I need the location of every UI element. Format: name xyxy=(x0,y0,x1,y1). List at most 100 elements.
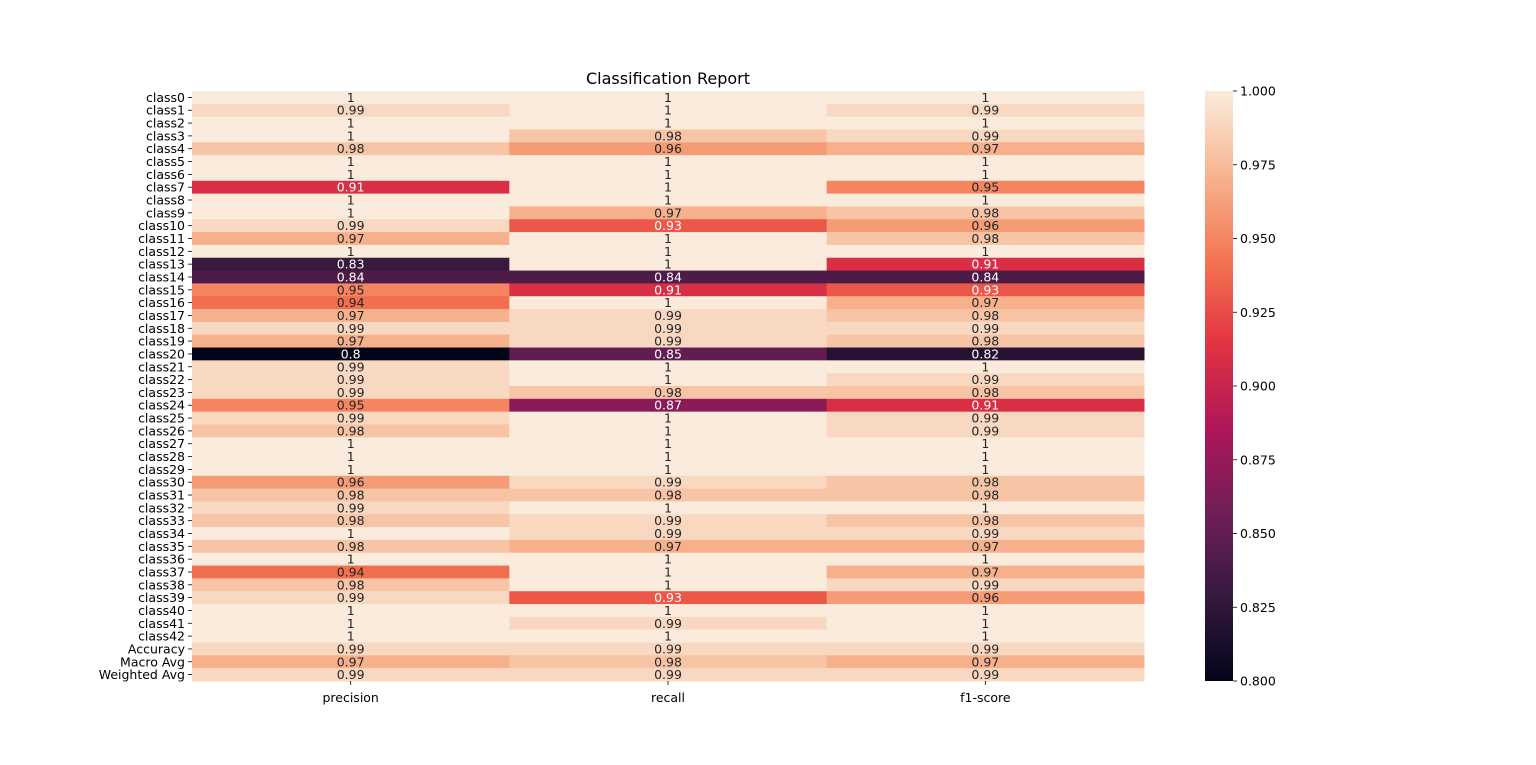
heatmap-cell xyxy=(192,103,510,118)
heatmap-cell xyxy=(826,155,1145,169)
cell-value-label: 1 xyxy=(664,436,672,451)
cell-value-label: 0.99 xyxy=(654,513,682,528)
heatmap-cell xyxy=(826,206,1145,220)
heatmap-cell xyxy=(192,334,510,349)
row-label: class28 xyxy=(138,449,185,464)
heatmap-cell xyxy=(509,373,828,387)
cell-value-label: 0.84 xyxy=(654,269,682,284)
cell-value-label: 0.83 xyxy=(337,257,365,272)
heatmap-cell xyxy=(192,552,510,567)
heatmap-cell xyxy=(826,219,1145,233)
heatmap-cell xyxy=(192,437,510,451)
heatmap-cell xyxy=(192,424,510,438)
heatmap-cell xyxy=(192,321,510,336)
cell-value-label: 1 xyxy=(664,411,672,426)
cell-value-label: 1 xyxy=(347,629,355,644)
heatmap-cell xyxy=(192,629,510,644)
heatmap-cell xyxy=(509,129,828,143)
cell-value-label: 0.95 xyxy=(337,398,365,413)
heatmap-cell xyxy=(192,386,510,400)
heatmap-cell xyxy=(509,604,828,618)
heatmap-cell xyxy=(192,373,510,387)
cell-value-label: 0.99 xyxy=(337,667,365,682)
cell-value-label: 0.99 xyxy=(971,411,999,426)
cell-value-label: 1 xyxy=(664,500,672,515)
heatmap-cell xyxy=(826,527,1145,541)
row-label: class12 xyxy=(138,244,185,259)
heatmap-cell xyxy=(826,642,1145,656)
cell-value-label: 0.99 xyxy=(337,372,365,387)
cell-value-label: 1 xyxy=(981,116,989,131)
cell-value-label: 1 xyxy=(664,103,672,118)
colorbar-tick-label: 1.000 xyxy=(1240,84,1276,99)
cell-value-label: 1 xyxy=(981,449,989,464)
row-label: class11 xyxy=(138,231,185,246)
row-label: class2 xyxy=(146,116,185,131)
cell-value-label: 0.99 xyxy=(971,372,999,387)
cell-value-label: 1 xyxy=(664,423,672,438)
heatmap-cell xyxy=(826,591,1145,605)
heatmap-cell xyxy=(826,386,1145,400)
heatmap-cell xyxy=(509,578,828,592)
heatmap-cell xyxy=(826,193,1145,207)
cell-value-label: 0.99 xyxy=(654,616,682,631)
heatmap-cell xyxy=(826,232,1145,246)
colorbar-tick-label: 0.900 xyxy=(1240,379,1276,394)
row-label: class33 xyxy=(138,513,185,528)
heatmap-cell xyxy=(509,347,828,361)
cell-value-label: 0.96 xyxy=(971,218,999,233)
cell-value-label: 0.82 xyxy=(971,346,999,361)
heatmap-cell xyxy=(826,668,1145,682)
cell-value-label: 0.99 xyxy=(971,667,999,682)
cell-value-label: 1 xyxy=(347,205,355,220)
heatmap-cell xyxy=(826,578,1145,592)
cell-value-label: 0.97 xyxy=(654,539,682,554)
heatmap-cell xyxy=(192,514,510,528)
heatmap-cell xyxy=(509,629,828,644)
cell-value-label: 1 xyxy=(664,167,672,182)
cell-value-label: 0.95 xyxy=(971,180,999,195)
heatmap-cell xyxy=(192,270,510,284)
heatmap-cell xyxy=(826,629,1145,644)
cell-value-label: 0.91 xyxy=(971,257,999,272)
cell-value-label: 0.99 xyxy=(337,218,365,233)
heatmap-cell xyxy=(509,360,828,374)
cell-value-label: 0.97 xyxy=(654,205,682,220)
cell-value-label: 0.97 xyxy=(971,539,999,554)
heatmap-cell xyxy=(826,616,1145,631)
heatmap-cell xyxy=(192,167,510,182)
heatmap-cell xyxy=(192,232,510,246)
cell-value-label: 1 xyxy=(664,372,672,387)
heatmap-cell xyxy=(192,193,510,207)
row-label: class4 xyxy=(146,141,185,156)
row-label: class32 xyxy=(138,500,185,515)
cell-value-label: 1 xyxy=(664,359,672,374)
row-label: class34 xyxy=(138,526,185,541)
row-label: class29 xyxy=(138,462,185,477)
heatmap-cell xyxy=(192,142,510,156)
cell-value-label: 0.94 xyxy=(337,564,365,579)
cell-value-label: 0.84 xyxy=(971,269,999,284)
heatmap-cell xyxy=(192,501,510,515)
heatmap-cell xyxy=(192,129,510,143)
colorbar-tick-label: 0.975 xyxy=(1240,157,1276,172)
cell-value-label: 0.98 xyxy=(971,475,999,490)
row-label: class27 xyxy=(138,436,185,451)
row-label: class13 xyxy=(138,257,185,272)
heatmap-cell xyxy=(826,180,1145,195)
row-label: class36 xyxy=(138,552,185,567)
cell-value-label: 1 xyxy=(347,526,355,541)
heatmap-cell xyxy=(509,527,828,541)
heatmap-cell xyxy=(509,475,828,490)
colorbar-tick-label: 0.850 xyxy=(1240,526,1276,541)
heatmap-cell xyxy=(192,578,510,592)
cell-value-label: 0.99 xyxy=(337,590,365,605)
heatmap-cell xyxy=(192,244,510,259)
heatmap-cell xyxy=(509,591,828,605)
heatmap-cell xyxy=(192,283,510,297)
row-label: class31 xyxy=(138,488,185,503)
cell-value-label: 0.98 xyxy=(971,205,999,220)
heatmap-cell xyxy=(192,360,510,374)
heatmap-cell xyxy=(826,514,1145,528)
